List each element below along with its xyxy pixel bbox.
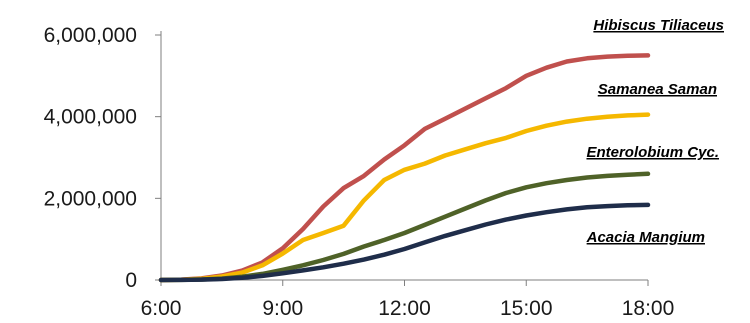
series-label-samanea-saman: Samanea Saman — [598, 81, 717, 98]
series-label-hibiscus-tiliaceus: Hibiscus Tiliaceus — [593, 17, 724, 34]
series-line-enterolobium-cyc — [158, 171, 651, 283]
x-tick-label: 15:00 — [500, 297, 553, 320]
x-axis: 6:00 9:00 12:00 15:00 18:00 — [141, 279, 675, 320]
y-tick-label: 0 — [125, 269, 137, 292]
series-lines — [158, 53, 651, 283]
x-tick-label: 9:00 — [262, 297, 303, 320]
y-tick-label: 6,000,000 — [44, 24, 137, 47]
series-label-acacia-mangium: Acacia Mangium — [586, 229, 705, 246]
x-tick-label: 18:00 — [622, 297, 675, 320]
series-line-acacia-mangium — [158, 202, 651, 283]
x-tick-label: 6:00 — [141, 297, 182, 320]
series-labels: Hibiscus Tiliaceus Samanea Saman Enterolob… — [586, 17, 724, 246]
y-tick-label: 4,000,000 — [44, 106, 137, 129]
series-label-enterolobium-cyc: Enterolobium Cyc. — [586, 144, 719, 161]
series-line-samanea-saman — [158, 112, 651, 283]
y-tick-label: 2,000,000 — [44, 187, 137, 210]
x-tick-label: 12:00 — [378, 297, 431, 320]
y-axis: 0 2,000,000 4,000,000 6,000,000 — [44, 24, 162, 292]
